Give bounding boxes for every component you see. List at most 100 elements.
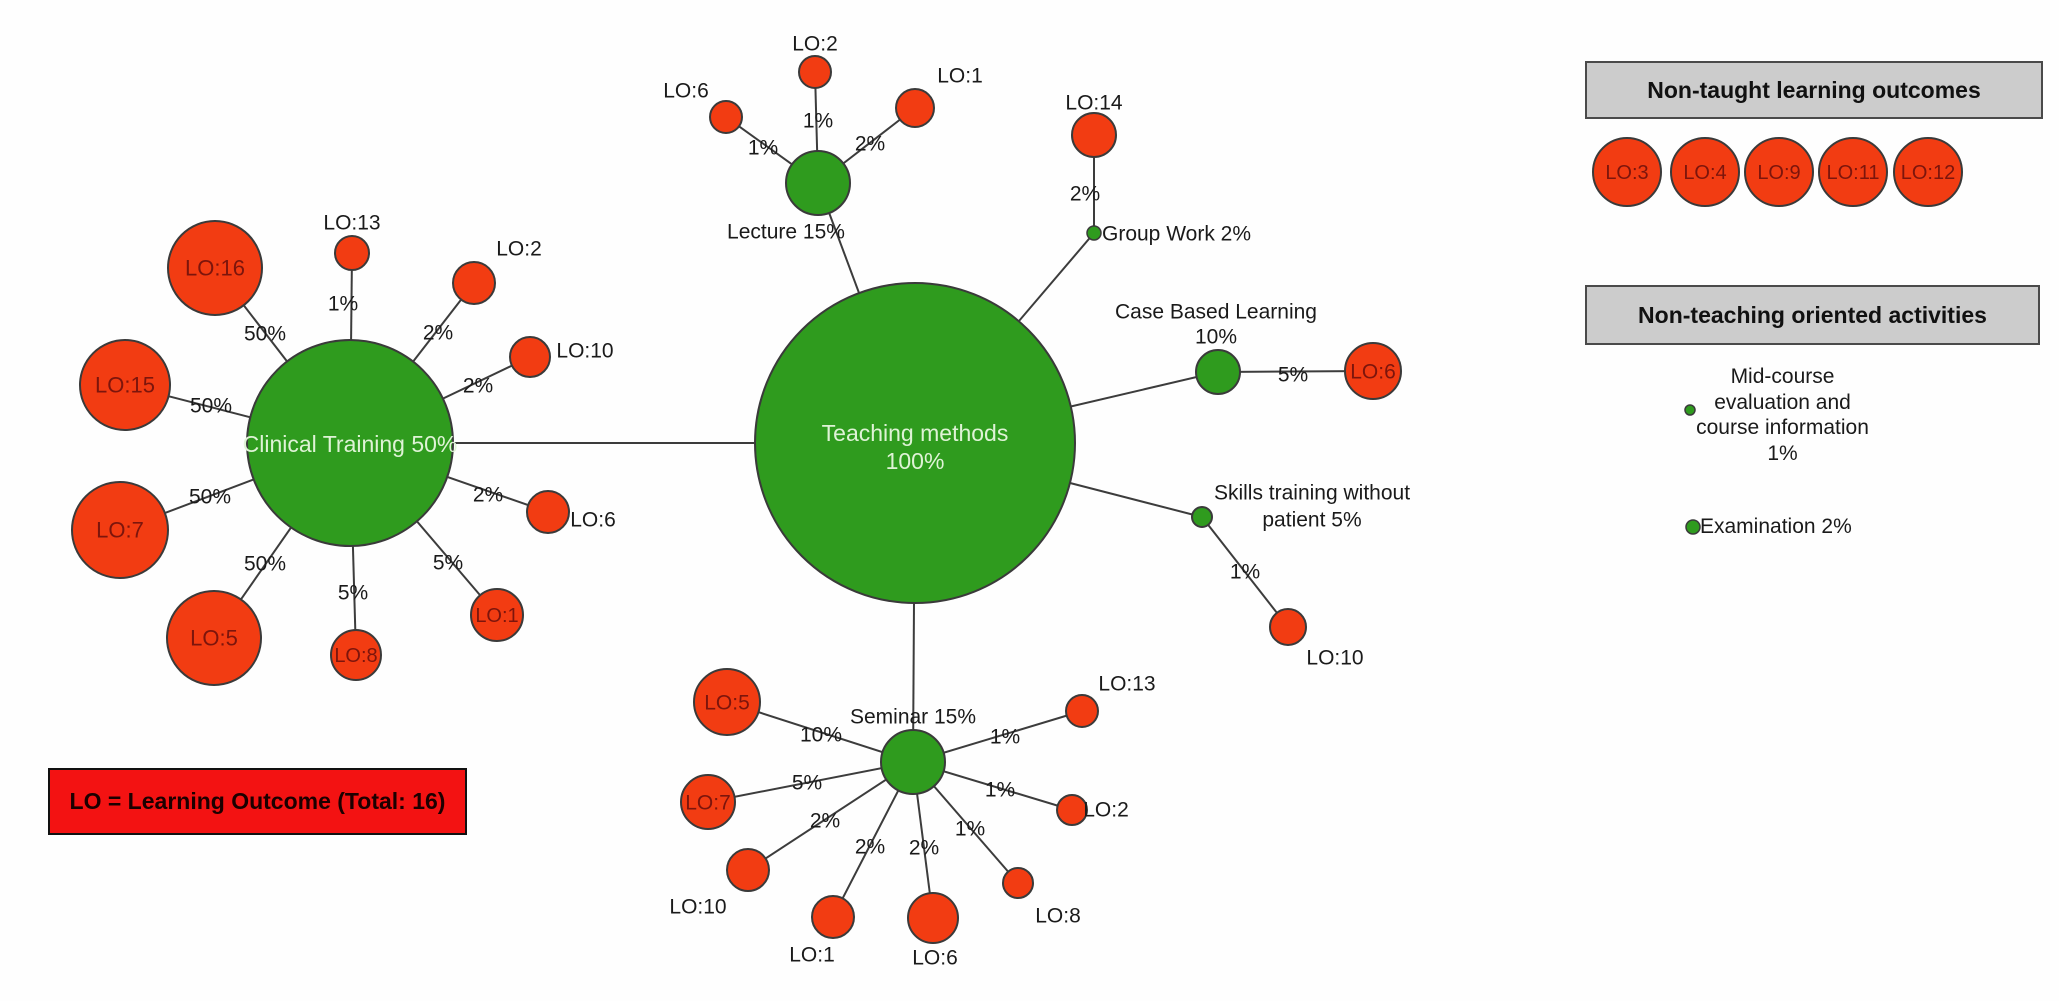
- text-skills-pct-lo10: 1%: [1230, 560, 1260, 583]
- node-clinical-lo7-label: LO:7: [96, 518, 144, 543]
- text-seminar-lo1-label: LO:1: [789, 943, 835, 966]
- text-clinical-pct-lo15: 50%: [190, 394, 232, 417]
- text-clinical-lo6-label: LO:6: [570, 508, 616, 531]
- node-clinical-lo1-circle: [470, 588, 524, 642]
- non-teaching-activities-box: Non-teaching oriented activities: [1585, 285, 2040, 345]
- node-hub-teaching-methods-circle: [754, 282, 1076, 604]
- text-seminar-pct-lo1: 2%: [855, 835, 885, 858]
- text-seminar-lo13-label: LO:13: [1098, 672, 1155, 695]
- text-seminar-lo6-label: LO:6: [912, 946, 958, 969]
- node-hub-lecture-circle: [785, 150, 851, 216]
- midcourse-line-4: 1%: [1767, 441, 1798, 465]
- text-clinical-lo13-label: LO:13: [323, 211, 380, 234]
- node-hub-case-based-learning-circle: [1195, 349, 1241, 395]
- text-groupwork-pct: 2%: [1070, 182, 1100, 205]
- text-clinical-pct-lo5: 50%: [244, 552, 286, 575]
- node-seminar-lo10-circle: [726, 848, 770, 892]
- node-clinical-lo5-label: LO:5: [190, 626, 238, 651]
- node-hub-clinical-training-circle: [246, 339, 454, 547]
- node-dot-skills-training-circle: [1191, 506, 1213, 528]
- node-panel-lo3-label: LO:3: [1605, 162, 1648, 184]
- node-panel-lo11-label: LO:11: [1827, 162, 1880, 184]
- text-seminar-pct-lo6: 2%: [909, 836, 939, 859]
- text-clinical-pct-lo13: 1%: [328, 292, 358, 315]
- text-clinical-pct-lo2: 2%: [423, 321, 453, 344]
- text-clinical-pct-lo16: 50%: [244, 322, 286, 345]
- text-lecture-lo1-label: LO:1: [937, 64, 983, 87]
- node-panel-lo12-circle: [1893, 137, 1963, 207]
- text-seminar-pct-lo2: 1%: [985, 778, 1015, 801]
- text-lecture-pct-lo1: 2%: [855, 132, 885, 155]
- node-clinical-lo15-label: LO:15: [95, 373, 155, 398]
- text-lecture-lo6-label: LO:6: [663, 79, 709, 102]
- node-clinical-lo1-label: LO:1: [475, 605, 518, 627]
- node-panel-lo4-label: LO:4: [1683, 162, 1726, 184]
- node-cbl-lo6-circle: [1344, 342, 1402, 400]
- text-seminar-pct-lo5: 10%: [800, 723, 842, 746]
- text-clinical-pct-lo10: 2%: [463, 374, 493, 397]
- node-lecture-lo6-circle: [709, 100, 743, 134]
- midcourse-line-1: Mid-course: [1730, 365, 1835, 388]
- node-clinical-lo6-circle: [526, 490, 570, 534]
- text-seminar-lo8-label: LO:8: [1035, 904, 1081, 927]
- non-teaching-activities-title: Non-teaching oriented activities: [1638, 301, 1987, 328]
- text-clinical-pct-lo6: 2%: [473, 483, 503, 506]
- text-lecture-lo2-label: LO:2: [792, 32, 838, 55]
- node-seminar-lo6-circle: [907, 892, 959, 944]
- node-panel-lo12-label: LO:12: [1901, 162, 1955, 184]
- non-taught-outcomes-title: Non-taught learning outcomes: [1647, 76, 1981, 103]
- node-clinical-lo16-label: LO:16: [185, 256, 245, 281]
- text-lecture-pct-lo6: 1%: [748, 136, 778, 159]
- node-clinical-lo2-circle: [452, 261, 496, 305]
- node-clinical-lo7-circle: [71, 481, 169, 579]
- text-lecture-pct-lo2: 1%: [803, 109, 833, 132]
- node-clinical-lo5-circle: [166, 590, 262, 686]
- text-teaching-label-line2: 100%: [886, 448, 945, 474]
- text-cbl-pct-lo6: 5%: [1278, 363, 1308, 386]
- text-seminar-pct-lo8: 1%: [955, 817, 985, 840]
- text-groupwork-lo14-label: LO:14: [1065, 91, 1123, 114]
- node-panel-lo11-circle: [1818, 137, 1888, 207]
- text-clinical-lo2-label: LO:2: [496, 237, 542, 260]
- node-lecture-lo2-circle: [798, 55, 832, 89]
- text-seminar-lo10-label: LO:10: [669, 895, 726, 918]
- text-teaching-label-line1: Teaching methods: [822, 420, 1009, 446]
- node-groupwork-lo14-circle: [1071, 112, 1117, 158]
- text-clinical-label: Clinical Training 50%: [243, 431, 458, 457]
- text-skills-label-line2: patient 5%: [1262, 508, 1361, 531]
- text-seminar-pct-lo13: 1%: [990, 725, 1020, 748]
- text-seminar-label: Seminar 15%: [850, 705, 976, 728]
- node-clinical-lo8-label: LO:8: [334, 645, 377, 667]
- node-seminar-lo13-circle: [1065, 694, 1099, 728]
- node-seminar-lo1-circle: [811, 895, 855, 939]
- text-clinical-pct-lo1: 5%: [433, 551, 463, 574]
- node-seminar-lo5-circle: [693, 668, 761, 736]
- node-dot-midcourse-circle: [1684, 404, 1696, 416]
- text-clinical-pct-lo8: 5%: [338, 581, 368, 604]
- node-clinical-lo10-circle: [509, 336, 551, 378]
- text-groupwork-label: Group Work 2%: [1102, 222, 1251, 245]
- node-seminar-lo2-circle: [1056, 794, 1088, 826]
- examination-label: Examination 2%: [1700, 515, 1852, 538]
- node-skills-lo10-circle: [1269, 608, 1307, 646]
- node-lecture-lo1-circle: [895, 88, 935, 128]
- node-clinical-lo15-circle: [79, 339, 171, 431]
- node-hub-seminar-circle: [880, 729, 946, 795]
- node-clinical-lo16-circle: [167, 220, 263, 316]
- text-cbl-label-line2: 10%: [1195, 325, 1237, 348]
- edge-21: [1201, 516, 1289, 628]
- node-dot-examination-circle: [1685, 519, 1701, 535]
- node-seminar-lo7-circle: [680, 774, 736, 830]
- node-seminar-lo7-label: LO:7: [685, 791, 731, 814]
- text-skills-label-line1: Skills training without: [1214, 481, 1410, 504]
- text-lecture-label: Lecture 15%: [727, 220, 845, 243]
- text-clinical-lo10-label: LO:10: [556, 339, 613, 362]
- text-cbl-label-line1: Case Based Learning: [1115, 300, 1317, 323]
- non-taught-outcomes-box: Non-taught learning outcomes: [1585, 61, 2043, 119]
- node-clinical-lo8-circle: [330, 629, 382, 681]
- node-seminar-lo5-label: LO:5: [704, 691, 750, 714]
- node-clinical-lo13-circle: [334, 235, 370, 271]
- text-skills-lo10-label: LO:10: [1306, 646, 1363, 669]
- lo-legend-text: LO = Learning Outcome (Total: 16): [69, 788, 446, 814]
